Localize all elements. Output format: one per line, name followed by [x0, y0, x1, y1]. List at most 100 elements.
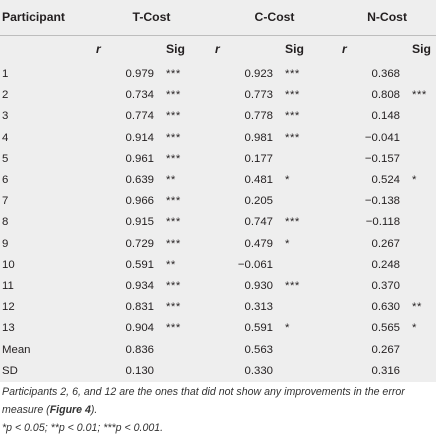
t-cost-r-cell: 0.729: [125, 237, 154, 250]
t-cost-sig-cell: ***: [166, 216, 181, 229]
c-cost-sig-cell: ***: [285, 280, 300, 293]
c-cost-r-cell: 0.313: [244, 301, 274, 314]
c-cost-sig-cell: ***: [285, 216, 300, 229]
table-caption: Participants 2, 6, and 12 are the ones t…: [2, 383, 432, 437]
participant-cell: 8: [2, 216, 9, 229]
n-cost-r-cell: 0.565: [371, 322, 401, 335]
table-row: 11 0.934 *** 0.930 *** 0.370: [0, 276, 436, 297]
n-sig-header: Sig: [412, 35, 436, 64]
c-cost-sig-cell: [285, 340, 338, 361]
c-cost-sig-cell: *: [285, 237, 290, 250]
c-cost-r-cell: 0.591: [244, 322, 274, 335]
table-row: 9 0.729 *** 0.479 * 0.267: [0, 234, 436, 255]
t-cost-r-cell: 0.831: [125, 301, 154, 314]
n-cost-r-cell: −0.157: [364, 152, 401, 165]
t-cost-r-cell: 0.934: [125, 280, 154, 293]
n-cost-sig-cell: *: [412, 174, 417, 187]
n-cost-sig-cell: [412, 128, 436, 149]
participant-cell: 12: [2, 301, 15, 314]
participant-cell: 4: [2, 131, 9, 144]
table-row: 8 0.915 *** 0.747 *** −0.118: [0, 212, 436, 233]
c-cost-r-cell: 0.981: [244, 131, 274, 144]
n-cost-sig-cell: [412, 340, 436, 361]
n-cost-r-cell: 0.808: [371, 89, 401, 102]
table-row: 13 0.904 *** 0.591 * 0.565 *: [0, 318, 436, 339]
participant-cell: 7: [2, 195, 9, 208]
caption-end: ).: [90, 404, 98, 416]
n-cost-r-cell: −0.118: [365, 216, 401, 229]
t-cost-sig-cell: ***: [166, 280, 181, 293]
caption-note: Participants 2, 6, and 12 are the ones t…: [2, 383, 432, 419]
n-cost-r-cell: 0.316: [371, 364, 401, 377]
c-cost-sig-cell: [285, 361, 338, 382]
n-cost-r-cell: 0.630: [371, 301, 401, 314]
c-cost-r-cell: 0.778: [244, 110, 274, 123]
t-cost-r-cell: 0.130: [125, 364, 154, 377]
n-cost-sig-cell: *: [412, 322, 417, 335]
group-header-row: Participant T-Cost C-Cost N-Cost: [0, 0, 436, 36]
n-cost-r-cell: 0.267: [371, 237, 401, 250]
t-cost-sig-cell: [166, 340, 211, 361]
c-cost-sig-cell: ***: [285, 68, 300, 80]
participant-cell: 1: [2, 68, 9, 80]
caption-text: Participants 2, 6, and 12 are the ones t…: [2, 386, 405, 416]
n-cost-r-cell: 0.524: [371, 174, 401, 187]
table-row: 2 0.734 *** 0.773 *** 0.808 ***: [0, 85, 436, 106]
t-r-header: r: [92, 35, 166, 64]
c-cost-r-cell: 0.177: [244, 152, 274, 165]
c-cost-sig-cell: [285, 297, 338, 318]
participant-cell: SD: [2, 364, 18, 377]
t-cost-sig-cell: ***: [166, 195, 181, 208]
table-row: 3 0.774 *** 0.778 *** 0.148: [0, 106, 436, 127]
t-cost-header: T-Cost: [132, 9, 171, 24]
t-cost-r-cell: 0.591: [125, 258, 154, 271]
t-cost-r-cell: 0.836: [125, 343, 154, 356]
t-cost-sig-cell: ***: [166, 301, 181, 314]
participant-header: Participant: [2, 9, 65, 24]
c-r-header: r: [211, 35, 286, 64]
c-cost-r-cell: 0.773: [244, 89, 274, 102]
t-cost-sig-cell: ***: [166, 152, 181, 165]
n-cost-sig-cell: [412, 361, 436, 382]
c-cost-header: C-Cost: [254, 9, 295, 24]
participant-cell: 2: [2, 89, 9, 102]
table-row: 10 0.591 ** −0.061 0.248: [0, 255, 436, 276]
blank-subheader: [0, 35, 92, 64]
c-cost-sig-cell: [285, 255, 338, 276]
subheader-row: r Sig r Sig r Sig: [0, 35, 436, 64]
c-cost-sig-cell: ***: [285, 89, 300, 102]
n-cost-r-cell: −0.138: [364, 195, 401, 208]
participant-cell: 10: [2, 258, 15, 271]
n-cost-r-cell: 0.148: [371, 110, 401, 123]
c-cost-sig-cell: [285, 149, 338, 170]
t-cost-r-cell: 0.904: [125, 322, 154, 335]
participant-cell: 5: [2, 152, 9, 165]
t-cost-sig-cell: ***: [166, 131, 181, 144]
table-row: 4 0.914 *** 0.981 *** −0.041: [0, 128, 436, 149]
figure-reference: Figure 4: [49, 404, 91, 416]
t-cost-sig-cell: ***: [166, 322, 181, 335]
t-cost-sig-cell: ***: [166, 237, 181, 250]
c-sig-header: Sig: [285, 35, 339, 64]
significance-footnote: *p < 0.05; **p < 0.01; ***p < 0.001.: [2, 422, 164, 434]
table-row: Mean 0.836 0.563 0.267: [0, 340, 436, 361]
table-row: 12 0.831 *** 0.313 0.630 **: [0, 297, 436, 318]
t-cost-r-cell: 0.915: [125, 216, 154, 229]
c-cost-r-cell: 0.563: [244, 343, 274, 356]
participant-cell: 3: [2, 110, 9, 123]
t-cost-r-cell: 0.774: [125, 110, 154, 123]
t-cost-sig-cell: **: [166, 174, 176, 187]
c-cost-r-cell: 0.930: [244, 280, 274, 293]
n-cost-sig-cell: [412, 64, 436, 85]
c-cost-sig-cell: [285, 191, 338, 212]
c-cost-r-cell: 0.747: [244, 216, 274, 229]
c-cost-sig-cell: *: [285, 174, 290, 187]
n-cost-r-cell: 0.370: [371, 280, 401, 293]
n-cost-r-cell: 0.267: [371, 343, 401, 356]
results-table: Participant T-Cost C-Cost N-Cost r Sig r…: [0, 0, 436, 383]
n-cost-sig-cell: [412, 149, 436, 170]
t-cost-r-cell: 0.979: [125, 68, 154, 80]
participant-cell: 9: [2, 237, 9, 250]
c-cost-r-cell: −0.061: [237, 258, 274, 271]
